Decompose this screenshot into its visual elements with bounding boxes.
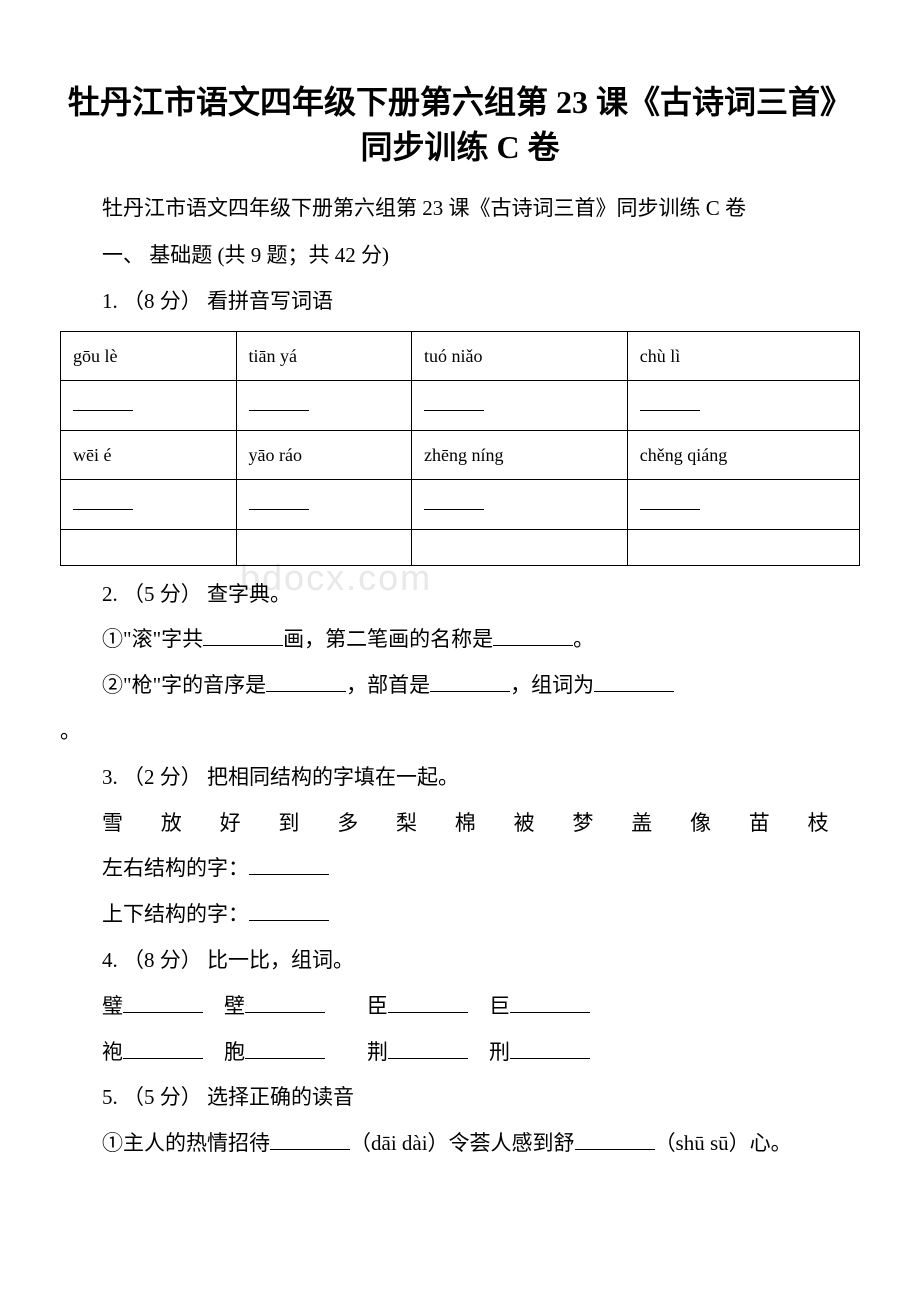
blank-field	[510, 1038, 590, 1059]
question-2-label: 2. （5 分） 查字典。	[60, 576, 860, 614]
char: 壁	[224, 994, 245, 1018]
pinyin-cell: tiān yá	[236, 331, 412, 380]
pinyin-cell: yāo ráo	[236, 430, 412, 479]
question-2-line-1: ①"滚"字共 画，第二笔画的名称是 。	[60, 621, 860, 659]
blank-field	[388, 992, 468, 1013]
text-part: （dāi dài）令荟人感到舒	[350, 1131, 575, 1155]
table-row	[61, 381, 860, 430]
answer-cell	[61, 480, 237, 529]
pinyin-cell: zhēng níng	[412, 430, 628, 479]
blank-field	[575, 1129, 655, 1150]
question-1-label: 1. （8 分） 看拼音写词语	[60, 283, 860, 321]
table-row	[61, 529, 860, 565]
document-subtitle: 牡丹江市语文四年级下册第六组第 23 课《古诗词三首》同步训练 C 卷	[60, 190, 860, 228]
char: 袍	[102, 1040, 123, 1064]
answer-cell	[412, 381, 628, 430]
table-row: gōu lè tiān yá tuó niǎo chù lì	[61, 331, 860, 380]
pinyin-cell: chù lì	[627, 331, 859, 380]
table-row	[61, 480, 860, 529]
question-3-line-1: 左右结构的字：	[60, 850, 860, 888]
question-5-label: 5. （5 分） 选择正确的读音	[60, 1079, 860, 1117]
pinyin-cell: tuó niǎo	[412, 331, 628, 380]
question-4-row-1: 璧 壁 臣 巨	[60, 988, 860, 1026]
empty-cell	[236, 529, 412, 565]
text-part: ，组词为	[510, 673, 594, 697]
text-part: ②"枪"字的音序是	[102, 673, 266, 697]
answer-cell	[61, 381, 237, 430]
text-part: 。	[573, 627, 594, 651]
text-part: ①"滚"字共	[102, 627, 203, 651]
char: 璧	[102, 994, 123, 1018]
pinyin-cell: gōu lè	[61, 331, 237, 380]
text-part: 画，第二笔画的名称是	[283, 627, 493, 651]
question-3-chars: 雪 放 好 到 多 梨 棉 被 梦 盖 像 苗 枝	[60, 805, 860, 843]
empty-cell	[61, 529, 237, 565]
question-3-label: 3. （2 分） 把相同结构的字填在一起。	[60, 759, 860, 797]
blank-field	[203, 625, 283, 646]
blank-field	[249, 900, 329, 921]
text-part: 。	[60, 719, 81, 743]
blank-field	[123, 992, 203, 1013]
blank-field	[270, 1129, 350, 1150]
answer-cell	[627, 381, 859, 430]
blank-field	[388, 1038, 468, 1059]
answer-cell	[627, 480, 859, 529]
answer-cell	[412, 480, 628, 529]
blank-field	[249, 854, 329, 875]
question-2-line-2b: 。	[60, 713, 860, 751]
pinyin-cell: wēi é	[61, 430, 237, 479]
text-part: 上下结构的字：	[102, 902, 249, 926]
blank-field	[123, 1038, 203, 1059]
empty-cell	[412, 529, 628, 565]
answer-cell	[236, 480, 412, 529]
blank-field	[430, 671, 510, 692]
char: 巨	[489, 994, 510, 1018]
char: 胞	[224, 1040, 245, 1064]
answer-cell	[236, 381, 412, 430]
question-4-row-2: 袍 胞 荆 刑	[60, 1034, 860, 1072]
question-3-line-2: 上下结构的字：	[60, 896, 860, 934]
pinyin-table: gōu lè tiān yá tuó niǎo chù lì wēi é yāo…	[60, 331, 860, 566]
char: 臣	[367, 994, 388, 1018]
text-part: ①主人的热情招待	[102, 1131, 270, 1155]
blank-field	[493, 625, 573, 646]
pinyin-cell: chěng qiáng	[627, 430, 859, 479]
question-4-label: 4. （8 分） 比一比，组词。	[60, 942, 860, 980]
char: 荆	[367, 1040, 388, 1064]
text-part: （shū sū）心。	[655, 1131, 792, 1155]
blank-field	[245, 1038, 325, 1059]
char: 刑	[489, 1040, 510, 1064]
question-5-line-1: ①主人的热情招待 （dāi dài）令荟人感到舒 （shū sū）心。	[60, 1125, 860, 1163]
blank-field	[510, 992, 590, 1013]
blank-field	[245, 992, 325, 1013]
table-row: wēi é yāo ráo zhēng níng chěng qiáng	[61, 430, 860, 479]
text-part: 左右结构的字：	[102, 856, 249, 880]
section-1-label: 一、 基础题 (共 9 题；共 42 分)	[60, 237, 860, 275]
text-part: ，部首是	[346, 673, 430, 697]
document-title: 牡丹江市语文四年级下册第六组第 23 课《古诗词三首》同步训练 C 卷	[60, 80, 860, 170]
blank-field	[266, 671, 346, 692]
empty-cell	[627, 529, 859, 565]
question-2-line-2: ②"枪"字的音序是 ，部首是 ，组词为	[60, 667, 860, 705]
blank-field	[594, 671, 674, 692]
